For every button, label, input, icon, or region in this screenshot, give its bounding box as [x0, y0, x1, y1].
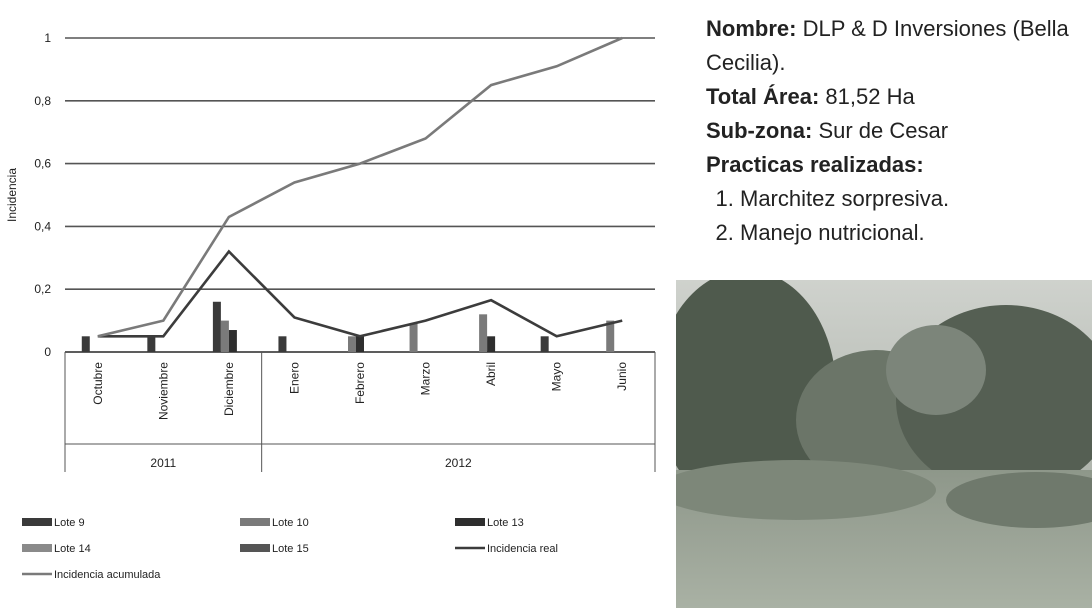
x-tick-label: Octubre	[91, 362, 105, 405]
bar	[487, 336, 496, 352]
chart: Incidencia 0 0,2 0,4 0,6 0,8 1 2011 2012 Octubre…	[5, 31, 656, 581]
info-line: Practicas realizadas:	[706, 148, 1086, 182]
value: DLP & D Inversiones (Bella Cecilia).	[706, 16, 1069, 75]
y-tick-label: 0,6	[34, 157, 51, 171]
legend-swatch	[22, 544, 52, 552]
y-tick-label: 0	[44, 345, 51, 359]
legend-label: Lote 13	[487, 517, 524, 529]
y-tick-label: 0,2	[34, 282, 51, 296]
label: Nombre:	[706, 16, 797, 41]
info-line: Nombre: DLP & D Inversiones (Bella Cecil…	[706, 12, 1086, 80]
legend-swatch	[240, 518, 270, 526]
bar	[348, 336, 356, 352]
info-line: Total Área: 81,52 Ha	[706, 80, 1086, 114]
bar	[278, 336, 287, 352]
practice-item: Manejo nutricional.	[740, 216, 1086, 250]
info-panel: Nombre: DLP & D Inversiones (Bella Cecil…	[706, 12, 1086, 250]
bar	[220, 320, 229, 352]
legend-label: Incidencia acumulada	[54, 569, 161, 581]
x-tick-label: Diciembre	[222, 362, 236, 416]
legend-label: Lote 10	[272, 517, 309, 529]
photo-tree	[676, 280, 836, 510]
bar	[356, 336, 364, 352]
x-tick-label: Mayo	[550, 362, 564, 392]
y-tick-label: 0,8	[34, 94, 51, 108]
legend-label: Lote 14	[54, 543, 91, 555]
bar	[409, 323, 418, 352]
value: Sur de Cesar	[818, 118, 949, 143]
line	[97, 249, 623, 338]
x-tick-label: Noviembre	[156, 362, 170, 420]
photo	[676, 280, 1092, 608]
bar	[147, 336, 156, 352]
info-line: Sub-zona: Sur de Cesar	[706, 114, 1086, 148]
group-label: 2012	[445, 456, 472, 470]
x-tick-label: Febrero	[353, 362, 367, 404]
photo-bush	[676, 460, 936, 520]
bar	[479, 314, 488, 352]
photo-tree	[886, 325, 986, 415]
y-axis-label: Incidencia	[5, 168, 19, 222]
x-tick-label: Abril	[484, 362, 498, 386]
legend-swatch	[22, 518, 52, 526]
y-tick-label: 0,4	[34, 219, 51, 233]
bar	[228, 330, 237, 352]
legend-swatch	[240, 544, 270, 552]
group-label: 2011	[150, 456, 176, 470]
y-tick-label: 1	[44, 31, 51, 45]
bar	[540, 336, 549, 352]
x-tick-label: Marzo	[419, 362, 433, 396]
label: Practicas realizadas:	[706, 152, 924, 177]
legend-label: Lote 15	[272, 543, 309, 555]
line	[97, 36, 623, 338]
legend-swatch	[455, 518, 485, 526]
label: Total Área:	[706, 84, 820, 109]
bar	[212, 301, 221, 352]
bar	[606, 320, 615, 352]
practice-item: Marchitez sorpresiva.	[740, 182, 1086, 216]
label: Sub-zona:	[706, 118, 813, 143]
x-tick-label: Enero	[287, 362, 301, 394]
photo-bush	[946, 472, 1092, 528]
legend-label: Incidencia real	[487, 543, 558, 555]
x-tick-label: Junio	[615, 362, 629, 391]
value: 81,52 Ha	[825, 84, 915, 109]
practice-list: Marchitez sorpresiva. Manejo nutricional…	[706, 182, 1086, 250]
legend-label: Lote 9	[54, 517, 85, 529]
bar	[81, 336, 90, 352]
